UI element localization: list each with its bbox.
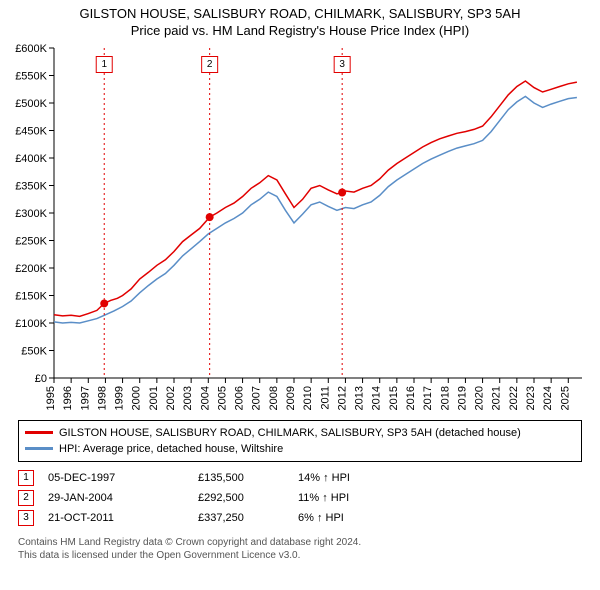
xtick-label: 2021 xyxy=(491,386,503,410)
sales-marker: 1 xyxy=(18,470,34,486)
xtick-label: 2001 xyxy=(148,386,160,410)
legend-label-hpi: HPI: Average price, detached house, Wilt… xyxy=(59,443,283,455)
sales-pct: 14% ↑ HPI xyxy=(298,472,358,484)
sales-pct: 11% ↑ HPI xyxy=(298,492,358,504)
title-line1: GILSTON HOUSE, SALISBURY ROAD, CHILMARK,… xyxy=(0,6,600,23)
legend-swatch-hpi xyxy=(25,447,53,450)
chart-area: £0 £50K £100K £150K £200K £250K £300K £350K £400… xyxy=(0,40,600,420)
xtick-label: 1998 xyxy=(96,386,108,410)
legend-label-property: GILSTON HOUSE, SALISBURY ROAD, CHILMARK,… xyxy=(59,427,521,439)
xtick-label: 2013 xyxy=(354,386,366,410)
xtick-label: 2025 xyxy=(559,386,571,410)
xtick-label: 2004 xyxy=(199,386,211,410)
sales-price: £292,500 xyxy=(198,492,298,504)
ytick-label: £500K xyxy=(15,98,47,110)
footer-line2: This data is licensed under the Open Gov… xyxy=(18,549,582,562)
xtick-label: 2019 xyxy=(456,386,468,410)
sales-date: 29-JAN-2004 xyxy=(48,492,198,504)
footer: Contains HM Land Registry data © Crown c… xyxy=(18,536,582,562)
ytick-label: £300K xyxy=(15,208,47,220)
ytick-label: £250K xyxy=(15,235,47,247)
sales-price: £135,500 xyxy=(198,472,298,484)
xtick-label: 2014 xyxy=(371,386,383,410)
legend-box: GILSTON HOUSE, SALISBURY ROAD, CHILMARK,… xyxy=(18,420,582,462)
legend-swatch-property xyxy=(25,431,53,434)
xtick-label: 1995 xyxy=(45,386,57,410)
ytick-label: £100K xyxy=(15,318,47,330)
xtick-label: 2005 xyxy=(216,386,228,410)
chart-svg: £0 £50K £100K £150K £200K £250K £300K £350K £400… xyxy=(0,40,600,420)
xtick-label: 2006 xyxy=(234,386,246,410)
xtick-label: 2000 xyxy=(131,386,143,410)
ytick-label: £400K xyxy=(15,153,47,165)
sale-point xyxy=(206,213,214,221)
ytick-label: £200K xyxy=(15,263,47,275)
xtick-label: 2007 xyxy=(251,386,263,410)
sales-marker: 2 xyxy=(18,490,34,506)
title-line2: Price paid vs. HM Land Registry's House … xyxy=(0,23,600,40)
footer-line1: Contains HM Land Registry data © Crown c… xyxy=(18,536,582,549)
xtick-label: 2002 xyxy=(165,386,177,410)
xtick-label: 1997 xyxy=(79,386,91,410)
xtick-label: 2009 xyxy=(285,386,297,410)
series-line-hpi xyxy=(54,96,577,323)
sale-point xyxy=(338,188,346,196)
legend-item-hpi: HPI: Average price, detached house, Wilt… xyxy=(25,441,575,457)
sales-pct: 6% ↑ HPI xyxy=(298,512,358,524)
xtick-label: 2008 xyxy=(268,386,280,410)
xtick-label: 2023 xyxy=(525,386,537,410)
ytick-label: £50K xyxy=(21,345,47,357)
xtick-label: 2018 xyxy=(439,386,451,410)
xtick-label: 2015 xyxy=(388,386,400,410)
xtick-label: 2022 xyxy=(508,386,520,410)
xtick-label: 2003 xyxy=(182,386,194,410)
sales-row: 3 21-OCT-2011£337,2506% ↑ HPI xyxy=(18,508,582,528)
ytick-label: £0 xyxy=(35,373,47,385)
sales-row: 2 29-JAN-2004£292,50011% ↑ HPI xyxy=(18,488,582,508)
xtick-label: 2011 xyxy=(319,386,331,410)
xtick-label: 2020 xyxy=(474,386,486,410)
xtick-label: 1996 xyxy=(62,386,74,410)
xtick-label: 1999 xyxy=(114,386,126,410)
sale-point xyxy=(100,299,108,307)
sale-marker-num: 3 xyxy=(339,59,345,70)
ytick-label: £550K xyxy=(15,70,47,82)
sales-date: 21-OCT-2011 xyxy=(48,512,198,524)
xtick-label: 2017 xyxy=(422,386,434,410)
sale-marker-num: 2 xyxy=(207,59,213,70)
series-line-property xyxy=(54,81,577,316)
chart-title: GILSTON HOUSE, SALISBURY ROAD, CHILMARK,… xyxy=(0,0,600,40)
xtick-label: 2010 xyxy=(302,386,314,410)
ytick-label: £600K xyxy=(15,43,47,55)
ytick-label: £450K xyxy=(15,125,47,137)
ytick-label: £350K xyxy=(15,180,47,192)
sales-list: 1 05-DEC-1997£135,50014% ↑ HPI 2 29-JAN-200… xyxy=(18,468,582,528)
ytick-label: £150K xyxy=(15,290,47,302)
sales-row: 1 05-DEC-1997£135,50014% ↑ HPI xyxy=(18,468,582,488)
legend-item-property: GILSTON HOUSE, SALISBURY ROAD, CHILMARK,… xyxy=(25,425,575,441)
sales-date: 05-DEC-1997 xyxy=(48,472,198,484)
xtick-label: 2016 xyxy=(405,386,417,410)
sales-price: £337,250 xyxy=(198,512,298,524)
sale-marker-num: 1 xyxy=(101,59,107,70)
sales-marker: 3 xyxy=(18,510,34,526)
xtick-label: 2012 xyxy=(336,386,348,410)
xtick-label: 2024 xyxy=(542,386,554,410)
